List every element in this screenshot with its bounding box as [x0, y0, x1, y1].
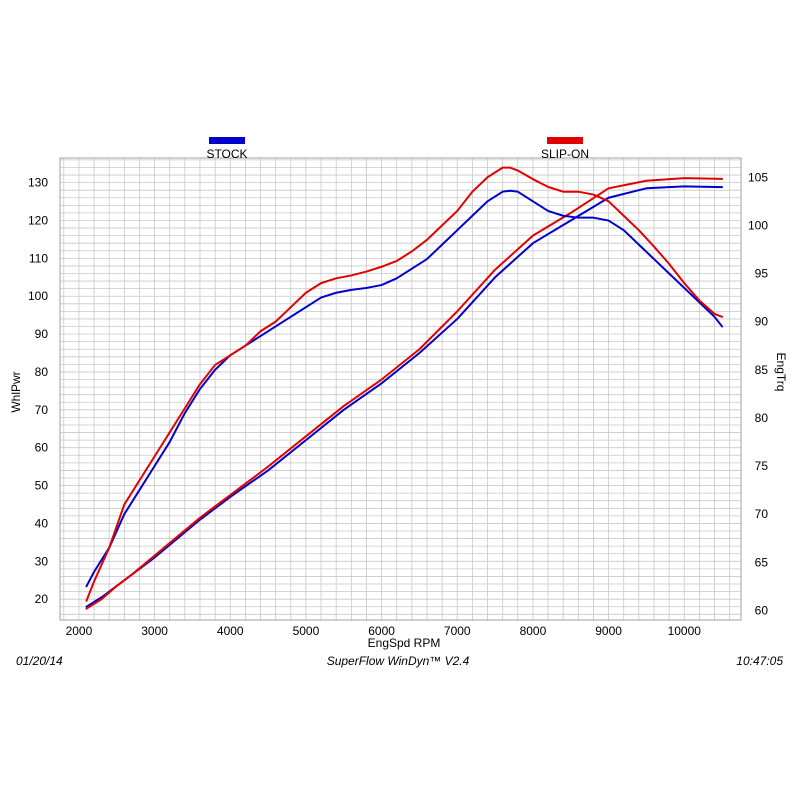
y-left-tick-label: 120: [28, 213, 48, 227]
x-tick-label: 4000: [217, 624, 244, 638]
legend-swatch-stock: [209, 137, 245, 144]
y-right-tick-label: 60: [755, 603, 769, 617]
y-right-tick-label: 100: [748, 218, 768, 232]
y-right-tick-label: 65: [755, 555, 769, 569]
series-line-stock-engtrq: [85, 189, 724, 588]
grid: [60, 158, 741, 620]
x-tick-label: 3000: [141, 624, 168, 638]
y-left-tick-label: 30: [35, 554, 49, 568]
footer-time: 10:47:05: [736, 654, 783, 668]
y-left-tick-label: 90: [35, 327, 49, 341]
series-line-slip-on-engtrq: [85, 166, 724, 602]
y-right-tick-label: 105: [748, 170, 768, 184]
x-tick-label: 9000: [595, 624, 622, 638]
footer-software: SuperFlow WinDyn™ V2.4: [327, 654, 470, 668]
y-left-tick-label: 110: [29, 251, 48, 265]
y-right-tick-label: 90: [755, 315, 769, 329]
legend-label-slip-on: SLIP-ON: [541, 147, 589, 161]
y-axis-right-title: EngTrq: [774, 353, 788, 392]
y-left-tick-label: 130: [28, 176, 48, 190]
y-left-tick-label: 80: [35, 365, 49, 379]
legend: STOCK SLIP-ON: [206, 137, 589, 161]
x-tick-label: 2000: [66, 624, 93, 638]
tick-labels: 2000 3000 4000 5000 6000 7000 8000 9000 10000 20 3…: [28, 170, 768, 638]
y-left-tick-label: 60: [35, 441, 49, 455]
y-left-tick-label: 50: [35, 479, 49, 493]
y-right-tick-label: 85: [755, 363, 769, 377]
plot-border: [59, 157, 742, 621]
y-left-tick-label: 100: [28, 289, 48, 303]
y-right-tick-label: 80: [755, 411, 769, 425]
y-axis-left-title: WhlPwr: [9, 371, 23, 412]
legend-label-stock: STOCK: [206, 147, 247, 161]
x-tick-label: 5000: [293, 624, 320, 638]
y-right-tick-label: 75: [755, 459, 769, 473]
series-group: [85, 166, 724, 610]
y-left-tick-label: 40: [35, 516, 49, 530]
footer-date: 01/20/14: [16, 654, 63, 668]
y-left-tick-label: 70: [35, 403, 49, 417]
plot-frame: [59, 157, 742, 621]
legend-swatch-slip-on: [547, 137, 583, 144]
x-tick-label: 10000: [668, 624, 702, 638]
y-left-tick-label: 20: [35, 592, 49, 606]
x-tick-label: 6000: [368, 624, 395, 638]
x-tick-label: 8000: [520, 624, 547, 638]
y-right-tick-label: 70: [755, 507, 769, 521]
x-axis-title: EngSpd RPM: [368, 636, 441, 650]
x-tick-label: 7000: [444, 624, 471, 638]
y-right-tick-label: 95: [755, 267, 769, 281]
